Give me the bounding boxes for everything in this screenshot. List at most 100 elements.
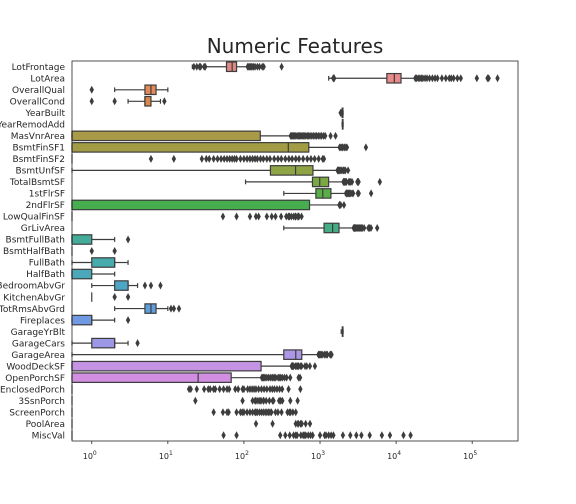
outlier-point xyxy=(264,154,270,163)
feature-bsmtfinsf2-box xyxy=(71,154,327,164)
y-tick-label: BsmtFinSF1 xyxy=(12,144,65,154)
outlier-point xyxy=(430,74,435,83)
outlier-point xyxy=(226,408,231,417)
feature-fullbath-box xyxy=(71,257,129,268)
outlier-point xyxy=(221,385,226,394)
outlier-point xyxy=(329,350,334,359)
iqr-box xyxy=(91,337,116,349)
outlier-point xyxy=(258,154,263,163)
outlier-point xyxy=(257,62,262,71)
outlier-point xyxy=(295,396,300,405)
feature-lotarea-box xyxy=(328,72,500,84)
outlier-point xyxy=(211,408,216,417)
outlier-point xyxy=(280,396,285,405)
outlier-point xyxy=(368,189,374,198)
outlier-point xyxy=(273,212,278,221)
outlier-point xyxy=(307,362,313,371)
outlier-point xyxy=(495,74,500,83)
outlier-point xyxy=(367,431,372,440)
outlier-point xyxy=(261,62,266,71)
outlier-point xyxy=(168,304,174,313)
outlier-point xyxy=(283,431,288,440)
outlier-point xyxy=(299,212,304,221)
outlier-point xyxy=(162,97,167,106)
outlier-point xyxy=(279,408,284,417)
outlier-point xyxy=(298,431,304,440)
x-tick-label: 100 xyxy=(83,450,97,461)
outlier-point xyxy=(253,385,259,394)
y-tick-label: GarageYrBlt xyxy=(11,328,66,338)
iqr-box xyxy=(114,280,129,291)
outlier-point xyxy=(299,419,304,428)
outlier-point xyxy=(244,408,250,417)
y-tick-label: HalfBath xyxy=(26,270,65,280)
outlier-point xyxy=(112,293,117,302)
outlier-point xyxy=(310,431,315,440)
outlier-point xyxy=(203,62,208,71)
outlier-point xyxy=(274,385,280,394)
y-tick-label: MasVnrArea xyxy=(11,132,65,142)
y-tick-label: LotArea xyxy=(30,74,65,84)
outlier-point xyxy=(289,212,294,221)
outlier-point xyxy=(297,373,303,382)
outlier-point xyxy=(288,396,293,405)
outlier-point xyxy=(259,385,264,394)
outlier-point xyxy=(326,431,331,440)
outlier-point xyxy=(275,408,281,417)
outlier-point xyxy=(221,431,226,440)
y-tick-label: GrLivArea xyxy=(21,224,65,234)
outlier-point xyxy=(312,362,318,371)
outlier-point xyxy=(449,74,454,83)
outlier-point xyxy=(253,212,259,221)
feature-kitchenabvgr-box xyxy=(91,292,131,302)
y-tick-label: BsmtFullBath xyxy=(6,236,65,246)
iqr-box xyxy=(71,268,93,280)
outlier-point xyxy=(458,74,463,83)
outlier-point xyxy=(191,62,197,71)
iqr-box xyxy=(269,165,314,176)
outlier-point xyxy=(361,223,367,232)
feature-yearbuilt-box xyxy=(338,107,344,119)
outlier-point xyxy=(247,212,253,221)
outlier-point xyxy=(89,85,94,94)
y-tick-label: KitchenAbvGr xyxy=(3,293,65,303)
outlier-point xyxy=(280,373,285,382)
x-tick-label: 105 xyxy=(463,450,477,461)
outlier-point xyxy=(325,350,330,359)
iqr-box xyxy=(323,222,340,234)
outlier-point xyxy=(267,154,273,163)
outlier-point xyxy=(148,154,154,163)
outlier-point xyxy=(349,177,355,186)
outlier-point xyxy=(142,281,148,290)
outlier-point xyxy=(293,408,298,417)
y-tick-label: BsmtFinSF2 xyxy=(12,155,65,165)
outlier-point xyxy=(224,154,230,163)
outlier-point xyxy=(188,385,193,394)
feature-lowqualfinsf-box xyxy=(71,211,304,222)
y-tick-label: OpenPorchSF xyxy=(5,374,65,384)
iqr-box xyxy=(225,61,238,73)
outlier-point xyxy=(240,396,245,405)
outlier-point xyxy=(89,97,94,106)
outlier-point xyxy=(435,74,440,83)
outlier-point xyxy=(308,154,314,163)
outlier-point xyxy=(289,154,295,163)
outlier-point xyxy=(261,385,267,394)
outlier-point xyxy=(283,154,288,163)
outlier-point xyxy=(338,108,344,117)
outlier-point xyxy=(321,154,327,163)
outlier-point xyxy=(368,223,374,232)
outlier-point xyxy=(233,385,238,394)
outlier-point xyxy=(341,200,347,209)
outlier-point xyxy=(331,431,336,440)
feature-overallcond-box xyxy=(89,95,167,107)
outlier-point xyxy=(287,431,292,440)
outlier-point xyxy=(255,154,260,163)
outlier-point xyxy=(171,154,177,163)
outlier-point xyxy=(261,154,266,163)
outlier-point xyxy=(424,74,430,83)
outlier-point xyxy=(323,131,328,140)
y-tick-label: 1stFlrSF xyxy=(29,190,65,200)
outlier-point xyxy=(298,385,303,394)
